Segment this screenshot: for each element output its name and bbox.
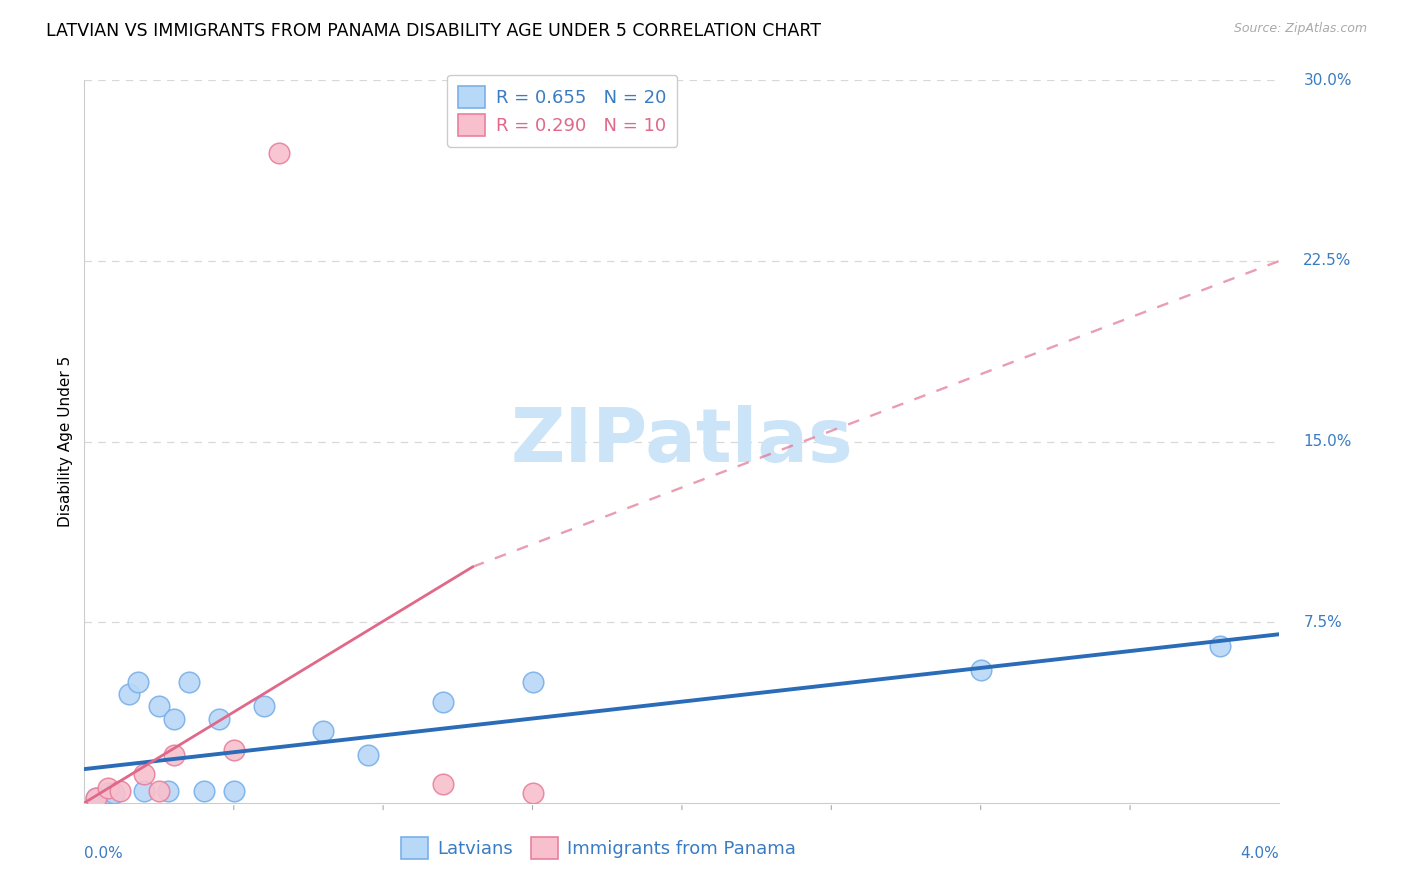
Point [357, 747, 380, 762]
Point [267, 145, 290, 160]
Point [148, 699, 170, 714]
Point [148, 784, 170, 798]
Point [253, 699, 276, 714]
Point [132, 784, 156, 798]
Point [103, 786, 125, 800]
Point [222, 743, 245, 757]
Point [86, 791, 108, 805]
Legend: Latvians, Immigrants from Panama: Latvians, Immigrants from Panama [394, 830, 803, 866]
Point [163, 747, 186, 762]
Text: 22.5%: 22.5% [1303, 253, 1351, 268]
Point [432, 695, 454, 709]
Point [522, 675, 544, 690]
Point [1209, 639, 1232, 653]
Point [193, 784, 215, 798]
Point [222, 784, 245, 798]
Point [177, 675, 200, 690]
Point [312, 723, 335, 738]
Point [157, 784, 180, 798]
Point [97, 786, 120, 800]
Y-axis label: Disability Age Under 5: Disability Age Under 5 [58, 356, 73, 527]
Point [118, 687, 141, 701]
Text: 0.0%: 0.0% [84, 847, 124, 861]
Point [970, 664, 993, 678]
Text: ZIPatlas: ZIPatlas [510, 405, 853, 478]
Text: 15.0%: 15.0% [1303, 434, 1351, 449]
Point [522, 786, 544, 800]
Point [127, 675, 149, 690]
Text: 7.5%: 7.5% [1303, 615, 1343, 630]
Point [208, 712, 231, 726]
Point [432, 776, 454, 790]
Point [132, 767, 156, 781]
Point [163, 712, 186, 726]
Point [86, 791, 108, 805]
Text: 30.0%: 30.0% [1303, 73, 1351, 87]
Text: Source: ZipAtlas.com: Source: ZipAtlas.com [1233, 22, 1367, 36]
Text: 4.0%: 4.0% [1240, 847, 1279, 861]
Text: LATVIAN VS IMMIGRANTS FROM PANAMA DISABILITY AGE UNDER 5 CORRELATION CHART: LATVIAN VS IMMIGRANTS FROM PANAMA DISABI… [46, 22, 821, 40]
Point [110, 784, 132, 798]
Point [97, 781, 120, 796]
